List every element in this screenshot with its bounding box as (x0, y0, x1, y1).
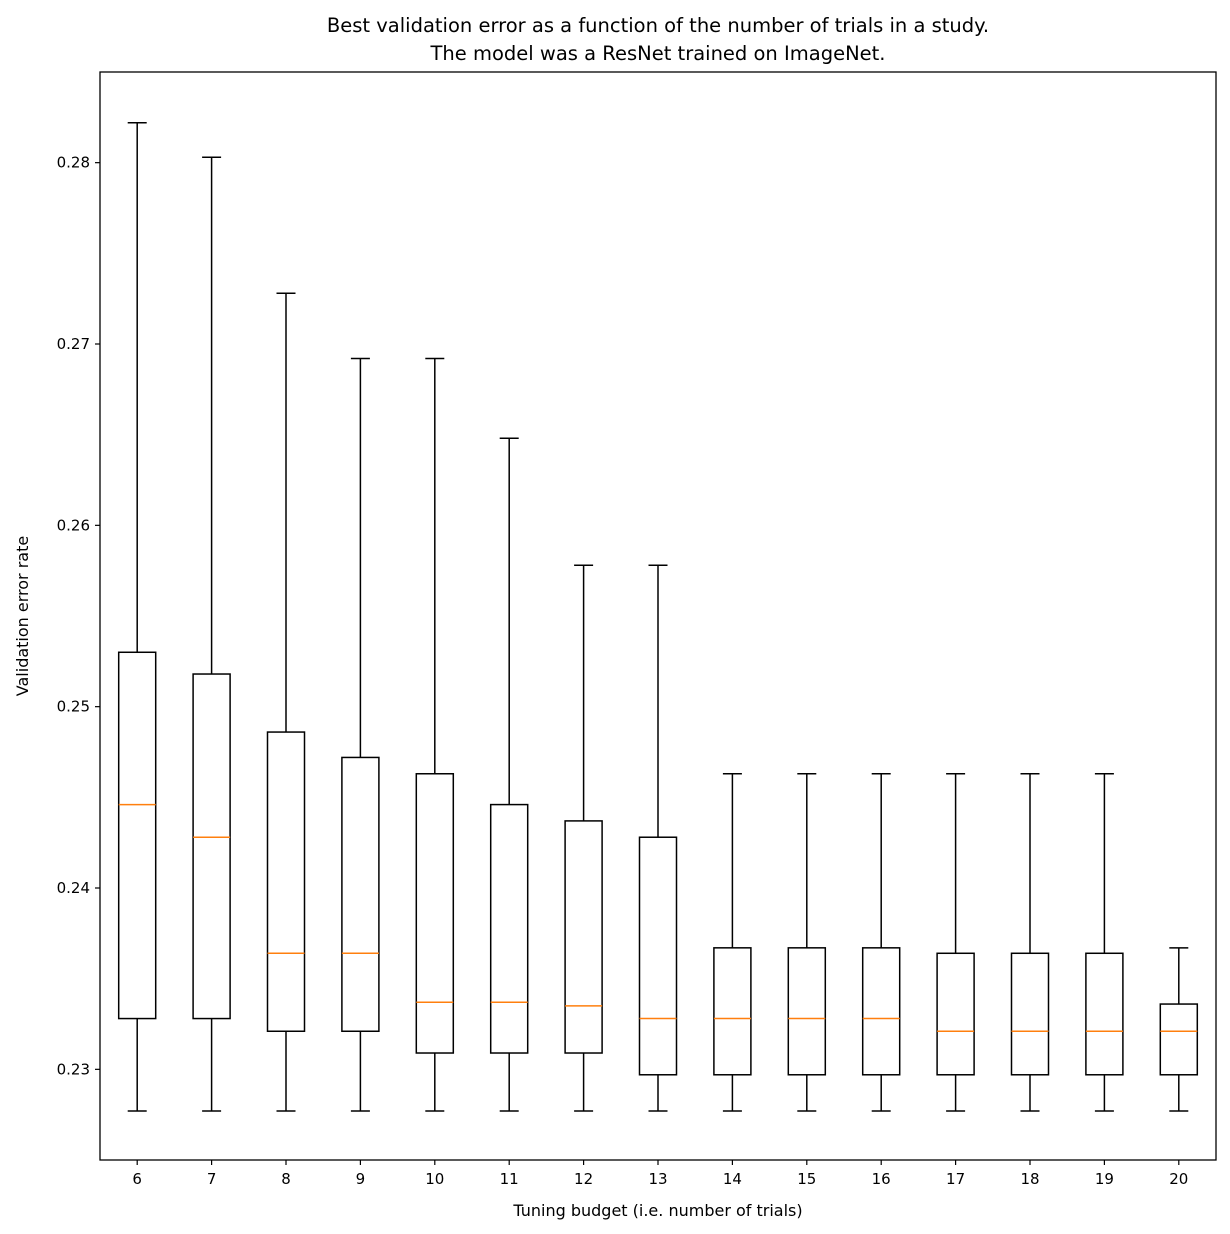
plot-frame (99, 71, 1217, 1161)
x-tick-label: 10 (425, 1170, 444, 1188)
box-iqr (861, 947, 901, 1076)
x-tick-label: 8 (281, 1170, 291, 1188)
y-tick-label: 0.26 (57, 516, 90, 534)
chart-title-line-2: The model was a ResNet trained on ImageN… (430, 42, 886, 65)
chart-title-line-1: Best validation error as a function of t… (327, 14, 989, 37)
x-tick-label: 17 (946, 1170, 965, 1188)
box-iqr (1085, 952, 1124, 1076)
x-tick-label: 15 (797, 1170, 816, 1188)
box-iqr (1159, 1003, 1199, 1076)
x-tick-label: 16 (872, 1170, 891, 1188)
box-iqr (266, 731, 306, 1033)
box-iqr (638, 836, 678, 1076)
y-tick-label: 0.28 (57, 154, 90, 172)
x-tick-label: 19 (1095, 1170, 1114, 1188)
x-tick-label: 11 (500, 1170, 519, 1188)
box-iqr (787, 947, 827, 1076)
box-iqr (936, 952, 975, 1076)
x-tick-label: 14 (723, 1170, 742, 1188)
box-iqr (341, 756, 380, 1033)
x-tick-label: 13 (648, 1170, 667, 1188)
box-iqr (1010, 952, 1050, 1076)
x-tick-label: 7 (207, 1170, 217, 1188)
x-tick-label: 6 (132, 1170, 142, 1188)
box-iqr (117, 651, 157, 1020)
box-iqr (489, 803, 529, 1054)
x-tick-label: 18 (1020, 1170, 1039, 1188)
x-tick-label: 12 (574, 1170, 593, 1188)
box-iqr (713, 947, 752, 1076)
y-axis-label: Validation error rate (13, 536, 32, 696)
y-tick-label: 0.24 (57, 879, 90, 897)
x-tick-label: 20 (1169, 1170, 1188, 1188)
y-tick-label: 0.27 (57, 335, 90, 353)
y-tick-label: 0.25 (57, 698, 90, 716)
x-tick-label: 9 (356, 1170, 366, 1188)
y-tick-label: 0.23 (57, 1060, 90, 1078)
box-iqr (192, 673, 231, 1020)
box-iqr (415, 773, 455, 1054)
x-axis-label: Tuning budget (i.e. number of trials) (512, 1201, 802, 1220)
box-iqr (564, 820, 603, 1054)
